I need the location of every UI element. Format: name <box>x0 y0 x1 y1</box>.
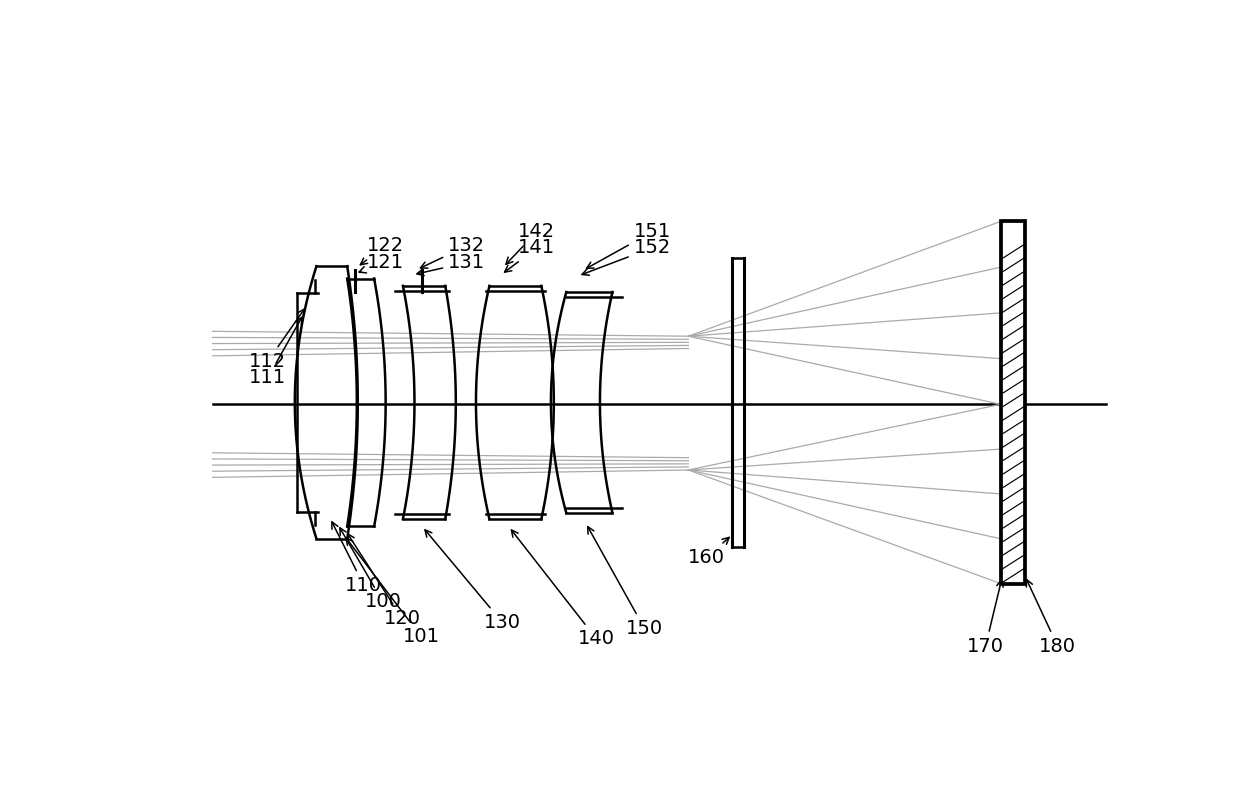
Text: 140: 140 <box>511 530 615 648</box>
Text: 122: 122 <box>361 237 403 265</box>
Text: 141: 141 <box>505 238 556 272</box>
Text: 132: 132 <box>420 237 485 268</box>
Text: 130: 130 <box>425 530 521 632</box>
Text: 110: 110 <box>332 522 382 595</box>
Bar <box>1001 222 1024 583</box>
Text: 151: 151 <box>587 222 671 269</box>
Text: 150: 150 <box>588 527 663 638</box>
Text: 160: 160 <box>688 537 729 567</box>
Text: 142: 142 <box>506 222 556 265</box>
Text: 101: 101 <box>346 538 440 646</box>
Text: 180: 180 <box>1027 579 1076 656</box>
Bar <box>1001 222 1024 583</box>
Text: 131: 131 <box>417 253 485 276</box>
Text: 112: 112 <box>249 309 304 371</box>
Text: 152: 152 <box>582 238 671 275</box>
Text: 111: 111 <box>249 317 301 387</box>
Text: 120: 120 <box>347 534 420 628</box>
Text: 170: 170 <box>967 580 1004 656</box>
Text: 100: 100 <box>340 528 402 611</box>
Text: 121: 121 <box>360 253 403 273</box>
